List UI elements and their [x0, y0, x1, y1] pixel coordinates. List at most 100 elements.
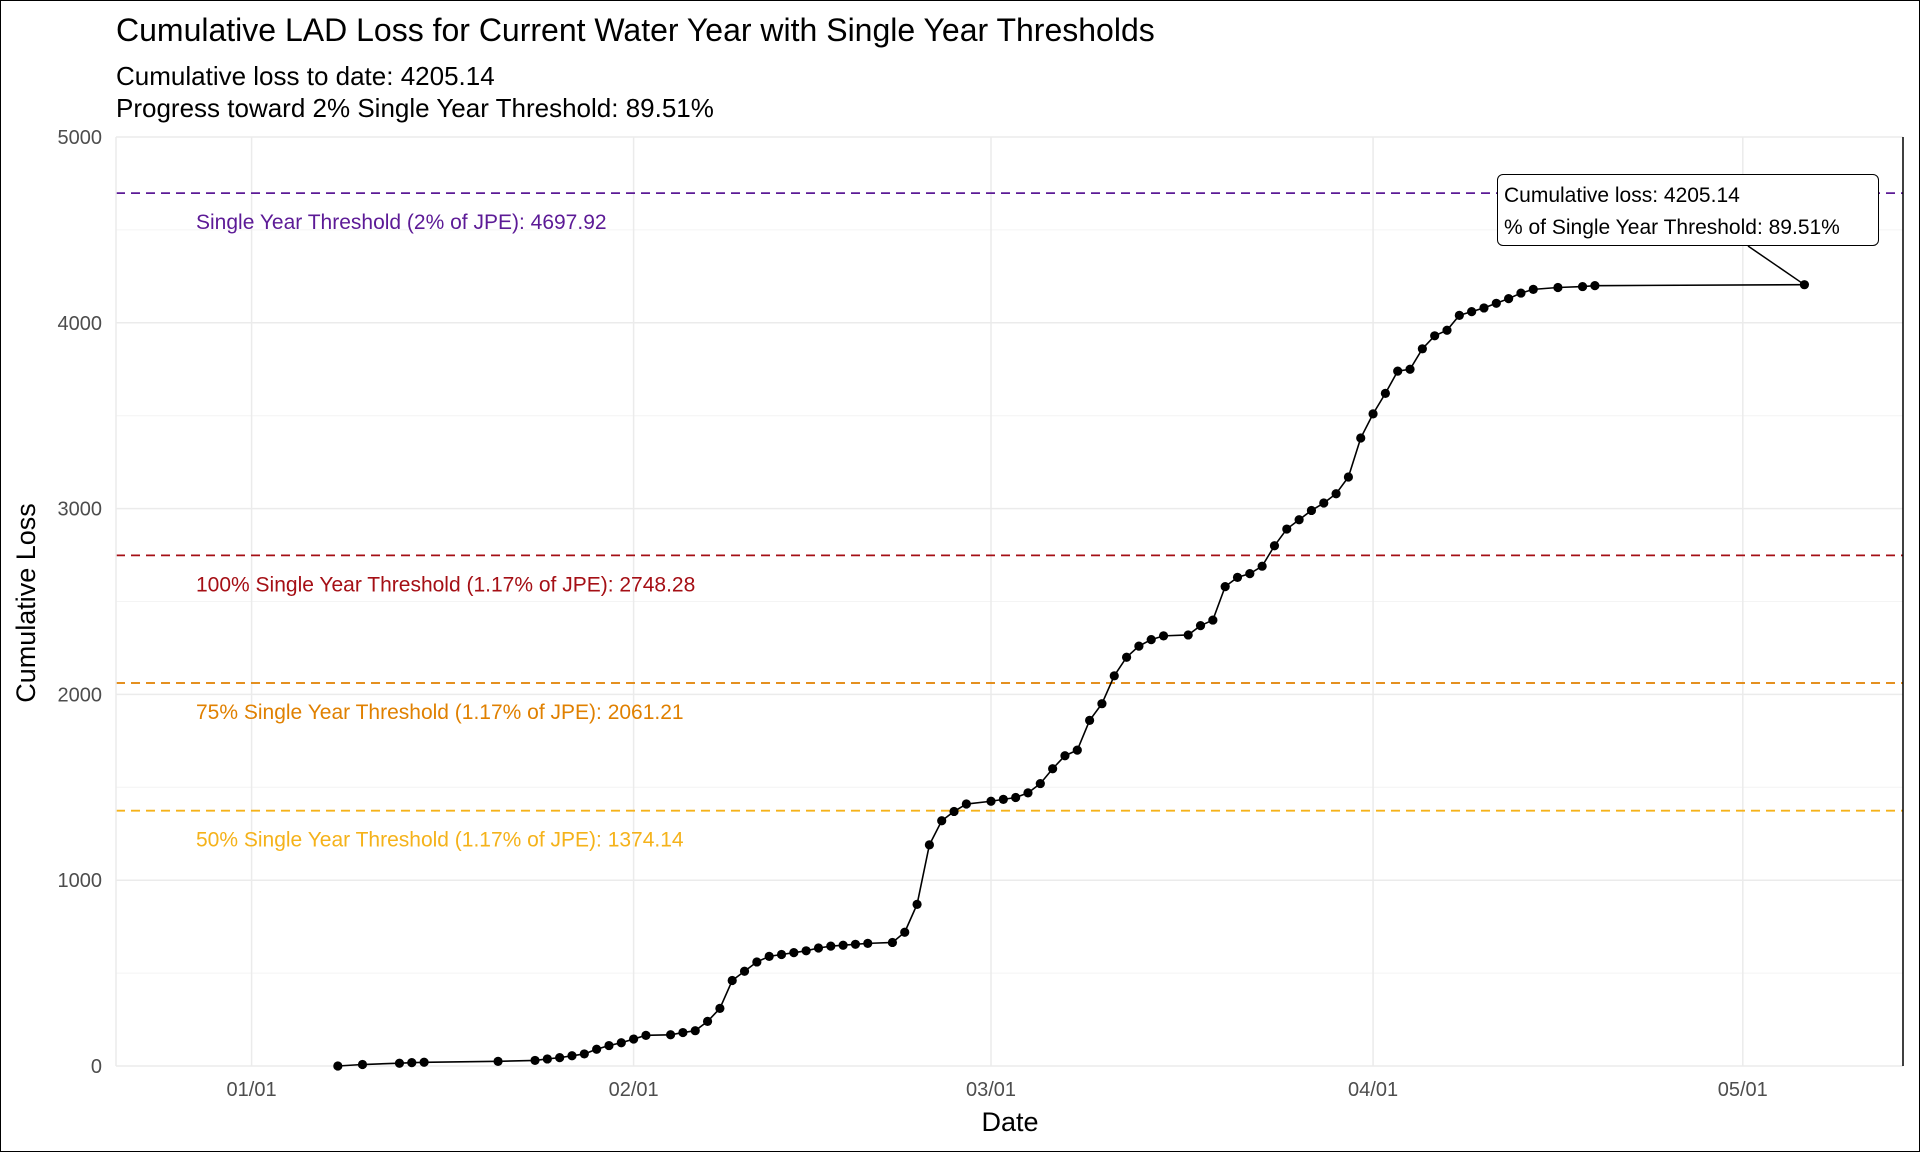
data-point	[1590, 281, 1600, 291]
data-point	[665, 1030, 676, 1040]
data-point	[1269, 541, 1280, 551]
data-point	[937, 816, 947, 826]
data-point	[1282, 524, 1292, 534]
data-point	[1356, 433, 1366, 443]
annotation-leader-line	[1747, 245, 1805, 286]
data-point	[592, 1044, 602, 1054]
data-point	[1417, 344, 1427, 354]
data-point	[826, 941, 836, 951]
data-point	[1306, 505, 1317, 516]
data-point	[1491, 298, 1501, 308]
data-point	[949, 806, 959, 817]
x-tick-label: 02/01	[609, 1079, 659, 1101]
data-point	[1553, 282, 1563, 293]
data-point	[1134, 641, 1144, 651]
annotation-line-1: Cumulative loss: 4205.14	[1504, 184, 1740, 207]
grid-lines	[116, 136, 1903, 1067]
data-point	[789, 948, 799, 958]
series-cumulative-loss	[333, 280, 1810, 1071]
y-tick-label: 1000	[58, 870, 103, 892]
x-tick-label: 01/01	[227, 1079, 277, 1101]
data-point	[715, 1003, 725, 1014]
annotation-line-2: % of Single Year Threshold: 89.51%	[1504, 216, 1840, 239]
data-point	[1368, 409, 1378, 419]
data-point	[1380, 388, 1390, 399]
data-point	[998, 794, 1008, 804]
data-point	[986, 796, 996, 806]
chart-subtitle-cumulative: Cumulative loss to date: 4205.14	[116, 61, 495, 91]
data-point	[1146, 634, 1156, 645]
data-point	[1405, 364, 1415, 374]
data-point	[1208, 615, 1218, 625]
data-point	[493, 1056, 503, 1066]
data-point	[1072, 745, 1082, 755]
data-point	[1343, 472, 1354, 482]
y-tick-label: 2000	[58, 684, 103, 706]
data-point	[1011, 792, 1021, 803]
data-point	[702, 1016, 713, 1027]
data-point	[1393, 366, 1403, 376]
data-point	[1331, 489, 1341, 499]
data-point	[1183, 630, 1193, 640]
data-point	[1430, 331, 1440, 341]
data-point	[863, 938, 873, 948]
data-point	[1257, 561, 1267, 571]
y-tick-label: 0	[91, 1056, 102, 1078]
data-point	[333, 1061, 343, 1071]
threshold-label: 100% Single Year Threshold (1.17% of JPE…	[196, 573, 695, 596]
data-point	[419, 1057, 429, 1067]
data-point	[1294, 515, 1304, 525]
data-point	[1097, 699, 1107, 709]
data-point	[678, 1027, 688, 1038]
data-point	[924, 840, 934, 850]
data-point	[567, 1051, 577, 1061]
data-point	[813, 943, 824, 953]
data-point	[887, 937, 898, 948]
data-point	[555, 1053, 565, 1063]
data-point	[838, 940, 848, 950]
y-axis-title: Cumulative Loss	[11, 503, 41, 703]
data-point	[1060, 751, 1070, 761]
data-point	[579, 1049, 589, 1059]
data-point	[1121, 652, 1132, 662]
data-point	[1467, 307, 1477, 317]
data-point	[1479, 303, 1489, 313]
data-point	[1577, 281, 1588, 292]
annotation-callout: Cumulative loss: 4205.14 % of Single Yea…	[1497, 174, 1879, 246]
threshold-label: 75% Single Year Threshold (1.17% of JPE)…	[196, 701, 684, 724]
y-tick-label: 5000	[58, 127, 103, 149]
data-point	[530, 1055, 540, 1066]
data-point	[1528, 284, 1538, 294]
data-point	[1504, 294, 1514, 304]
data-point	[1158, 631, 1169, 641]
threshold-label: 50% Single Year Threshold (1.17% of JPE)…	[196, 829, 684, 852]
x-tick-label: 04/01	[1348, 1079, 1398, 1101]
data-point	[1195, 621, 1206, 631]
axes: 0 1000 2000 3000 4000 5000 01/01 02/01 03/01 04/0…	[58, 127, 1904, 1101]
data-point	[850, 939, 861, 949]
series-line	[337, 283, 1805, 1067]
data-point	[357, 1059, 368, 1070]
x-axis-title: Date	[981, 1107, 1038, 1137]
data-point	[739, 966, 750, 976]
data-point	[1442, 325, 1452, 335]
chart-subtitle-progress: Progress toward 2% Single Year Threshold…	[116, 93, 714, 123]
data-point	[776, 949, 787, 960]
data-point	[1048, 764, 1058, 774]
data-point	[912, 899, 922, 909]
data-point	[1109, 671, 1119, 681]
data-point	[394, 1058, 405, 1068]
data-point	[752, 957, 762, 967]
data-point	[616, 1038, 626, 1048]
data-point	[727, 975, 737, 986]
data-point	[1454, 310, 1464, 320]
data-point	[542, 1054, 552, 1064]
x-tick-label: 05/01	[1718, 1079, 1768, 1101]
data-point	[900, 927, 910, 937]
data-point	[690, 1026, 700, 1036]
data-point	[1023, 788, 1033, 798]
x-tick-label: 03/01	[966, 1079, 1016, 1101]
data-point	[641, 1030, 651, 1040]
threshold-label: Single Year Threshold (2% of JPE): 4697.…	[196, 211, 607, 234]
